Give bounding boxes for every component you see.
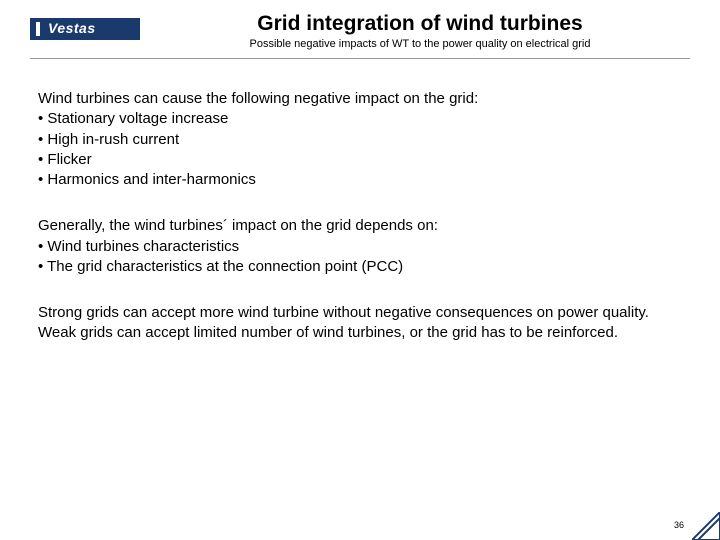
slide-body: Wind turbines can cause the following ne… <box>0 59 720 344</box>
main-title: Grid integration of wind turbines <box>150 12 690 36</box>
vestas-logo: Vestas <box>30 18 140 40</box>
sub-title: Possible negative impacts of WT to the p… <box>150 38 690 50</box>
section-negative-impacts: Wind turbines can cause the following ne… <box>38 89 682 190</box>
strong-grids-text: Strong grids can accept more wind turbin… <box>38 303 682 323</box>
bullet-wt-characteristics: • Wind turbines characteristics <box>38 237 682 257</box>
section-depends-on: Generally, the wind turbines´ impact on … <box>38 216 682 277</box>
slide-header: Vestas Grid integration of wind turbines… <box>0 0 720 50</box>
logo-text: Vestas <box>48 20 96 36</box>
bullet-harmonics: • Harmonics and inter-harmonics <box>38 170 682 190</box>
bullet-inrush-current: • High in-rush current <box>38 130 682 150</box>
section-strong-weak-grids: Strong grids can accept more wind turbin… <box>38 303 682 344</box>
corner-fold-icon <box>692 512 720 540</box>
page-number: 36 <box>674 520 684 530</box>
bullet-flicker: • Flicker <box>38 150 682 170</box>
section2-intro: Generally, the wind turbines´ impact on … <box>38 216 682 236</box>
bullet-grid-characteristics: • The grid characteristics at the connec… <box>38 257 682 277</box>
section1-intro: Wind turbines can cause the following ne… <box>38 89 682 109</box>
title-block: Grid integration of wind turbines Possib… <box>140 12 690 50</box>
weak-grids-text: Weak grids can accept limited number of … <box>38 323 682 343</box>
logo-accent-bar <box>36 22 40 36</box>
bullet-stationary-voltage: • Stationary voltage increase <box>38 109 682 129</box>
